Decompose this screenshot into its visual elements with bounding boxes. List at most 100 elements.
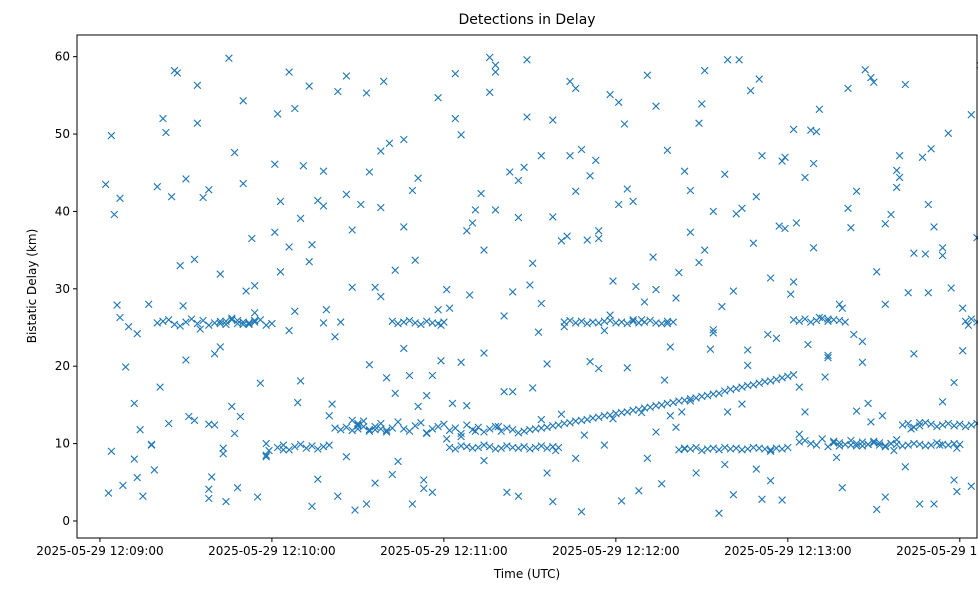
data-point-marker xyxy=(775,222,783,230)
data-point-marker xyxy=(216,319,225,328)
data-point-marker xyxy=(772,375,781,384)
data-point-marker xyxy=(428,371,437,380)
data-point-marker xyxy=(354,419,362,428)
data-point-marker xyxy=(377,147,385,155)
data-point-marker xyxy=(210,421,219,429)
data-point-marker xyxy=(732,210,740,218)
data-point-marker xyxy=(729,490,738,499)
data-point-marker xyxy=(325,441,333,449)
data-point-marker xyxy=(305,82,313,90)
data-point-marker xyxy=(652,102,660,110)
data-point-marker xyxy=(440,420,448,428)
data-point-marker xyxy=(732,444,740,452)
data-point-marker xyxy=(451,114,460,123)
data-point-marker xyxy=(199,193,207,202)
data-point-marker xyxy=(557,237,566,245)
data-point-marker xyxy=(474,443,483,452)
data-point-marker xyxy=(228,314,236,322)
data-point-marker xyxy=(620,120,629,128)
data-point-marker xyxy=(623,185,632,193)
data-point-marker xyxy=(422,391,431,400)
data-point-marker xyxy=(319,202,328,210)
data-point-marker xyxy=(480,456,488,465)
data-point-marker xyxy=(858,358,867,367)
data-point-marker xyxy=(824,351,832,360)
data-point-marker xyxy=(801,436,809,445)
data-point-marker xyxy=(692,394,700,402)
data-point-marker xyxy=(614,200,623,209)
x-tick-label: 2025-05-29 12:11:00 xyxy=(380,544,507,558)
data-point-marker xyxy=(534,328,543,336)
data-point-marker xyxy=(434,93,442,102)
data-point-marker xyxy=(881,442,890,451)
data-point-marker xyxy=(927,420,935,428)
data-point-marker xyxy=(766,446,775,454)
data-point-marker xyxy=(325,411,333,420)
data-point-marker xyxy=(250,281,259,290)
data-point-marker xyxy=(382,426,391,435)
data-point-marker xyxy=(692,443,700,452)
data-point-marker xyxy=(468,425,477,434)
data-point-marker xyxy=(669,318,677,326)
data-point-marker xyxy=(253,493,262,501)
data-point-marker xyxy=(319,442,328,451)
data-point-marker xyxy=(950,422,958,430)
data-point-marker xyxy=(414,402,422,411)
data-point-marker xyxy=(947,284,955,292)
data-point-marker xyxy=(130,399,139,408)
data-point-marker xyxy=(465,291,474,299)
data-point-marker xyxy=(809,244,818,252)
data-point-marker xyxy=(609,415,617,423)
data-point-marker xyxy=(233,316,242,325)
data-point-marker xyxy=(669,398,677,407)
data-point-marker xyxy=(686,186,695,195)
data-point-marker xyxy=(870,78,878,86)
data-point-marker xyxy=(471,206,480,214)
data-point-marker xyxy=(526,281,534,289)
data-point-marker xyxy=(675,446,683,454)
data-point-marker xyxy=(377,425,385,433)
data-point-marker xyxy=(870,439,878,447)
data-point-marker xyxy=(580,431,589,439)
chart-title: Detections in Delay xyxy=(458,12,595,28)
data-point-marker xyxy=(795,317,804,326)
data-point-marker xyxy=(322,305,331,314)
data-point-marker xyxy=(715,446,723,454)
data-point-marker xyxy=(543,444,551,452)
data-point-marker xyxy=(508,288,517,296)
data-point-marker xyxy=(199,316,207,325)
data-point-marker xyxy=(480,349,488,357)
data-point-marker xyxy=(918,153,927,162)
data-point-marker xyxy=(205,321,213,329)
data-point-marker xyxy=(116,313,124,322)
data-point-marker xyxy=(365,168,374,176)
data-point-marker xyxy=(428,425,437,433)
data-point-marker xyxy=(285,243,293,251)
data-point-marker xyxy=(162,128,170,137)
data-point-marker xyxy=(594,413,603,422)
data-point-marker xyxy=(314,445,322,453)
data-point-marker xyxy=(500,387,508,396)
data-point-marker xyxy=(239,97,247,105)
data-point-marker xyxy=(265,446,273,455)
data-point-marker xyxy=(133,473,141,482)
data-point-marker xyxy=(732,384,740,393)
data-point-marker xyxy=(577,145,586,154)
data-point-marker xyxy=(766,447,775,456)
data-point-marker xyxy=(308,502,316,511)
y-tick-label: 20 xyxy=(55,359,70,373)
data-point-marker xyxy=(895,173,904,182)
data-point-marker xyxy=(956,420,964,428)
y-tick-label: 40 xyxy=(55,204,70,218)
data-point-marker xyxy=(400,344,408,353)
data-point-marker xyxy=(606,90,614,99)
data-point-marker xyxy=(614,98,623,107)
data-point-marker xyxy=(844,84,852,93)
data-point-marker xyxy=(276,197,285,206)
data-point-marker xyxy=(901,463,910,471)
data-point-marker xyxy=(944,441,953,449)
data-point-marker xyxy=(164,419,173,428)
data-point-marker xyxy=(371,479,379,487)
data-point-marker xyxy=(933,422,941,431)
data-point-marker xyxy=(379,77,388,86)
